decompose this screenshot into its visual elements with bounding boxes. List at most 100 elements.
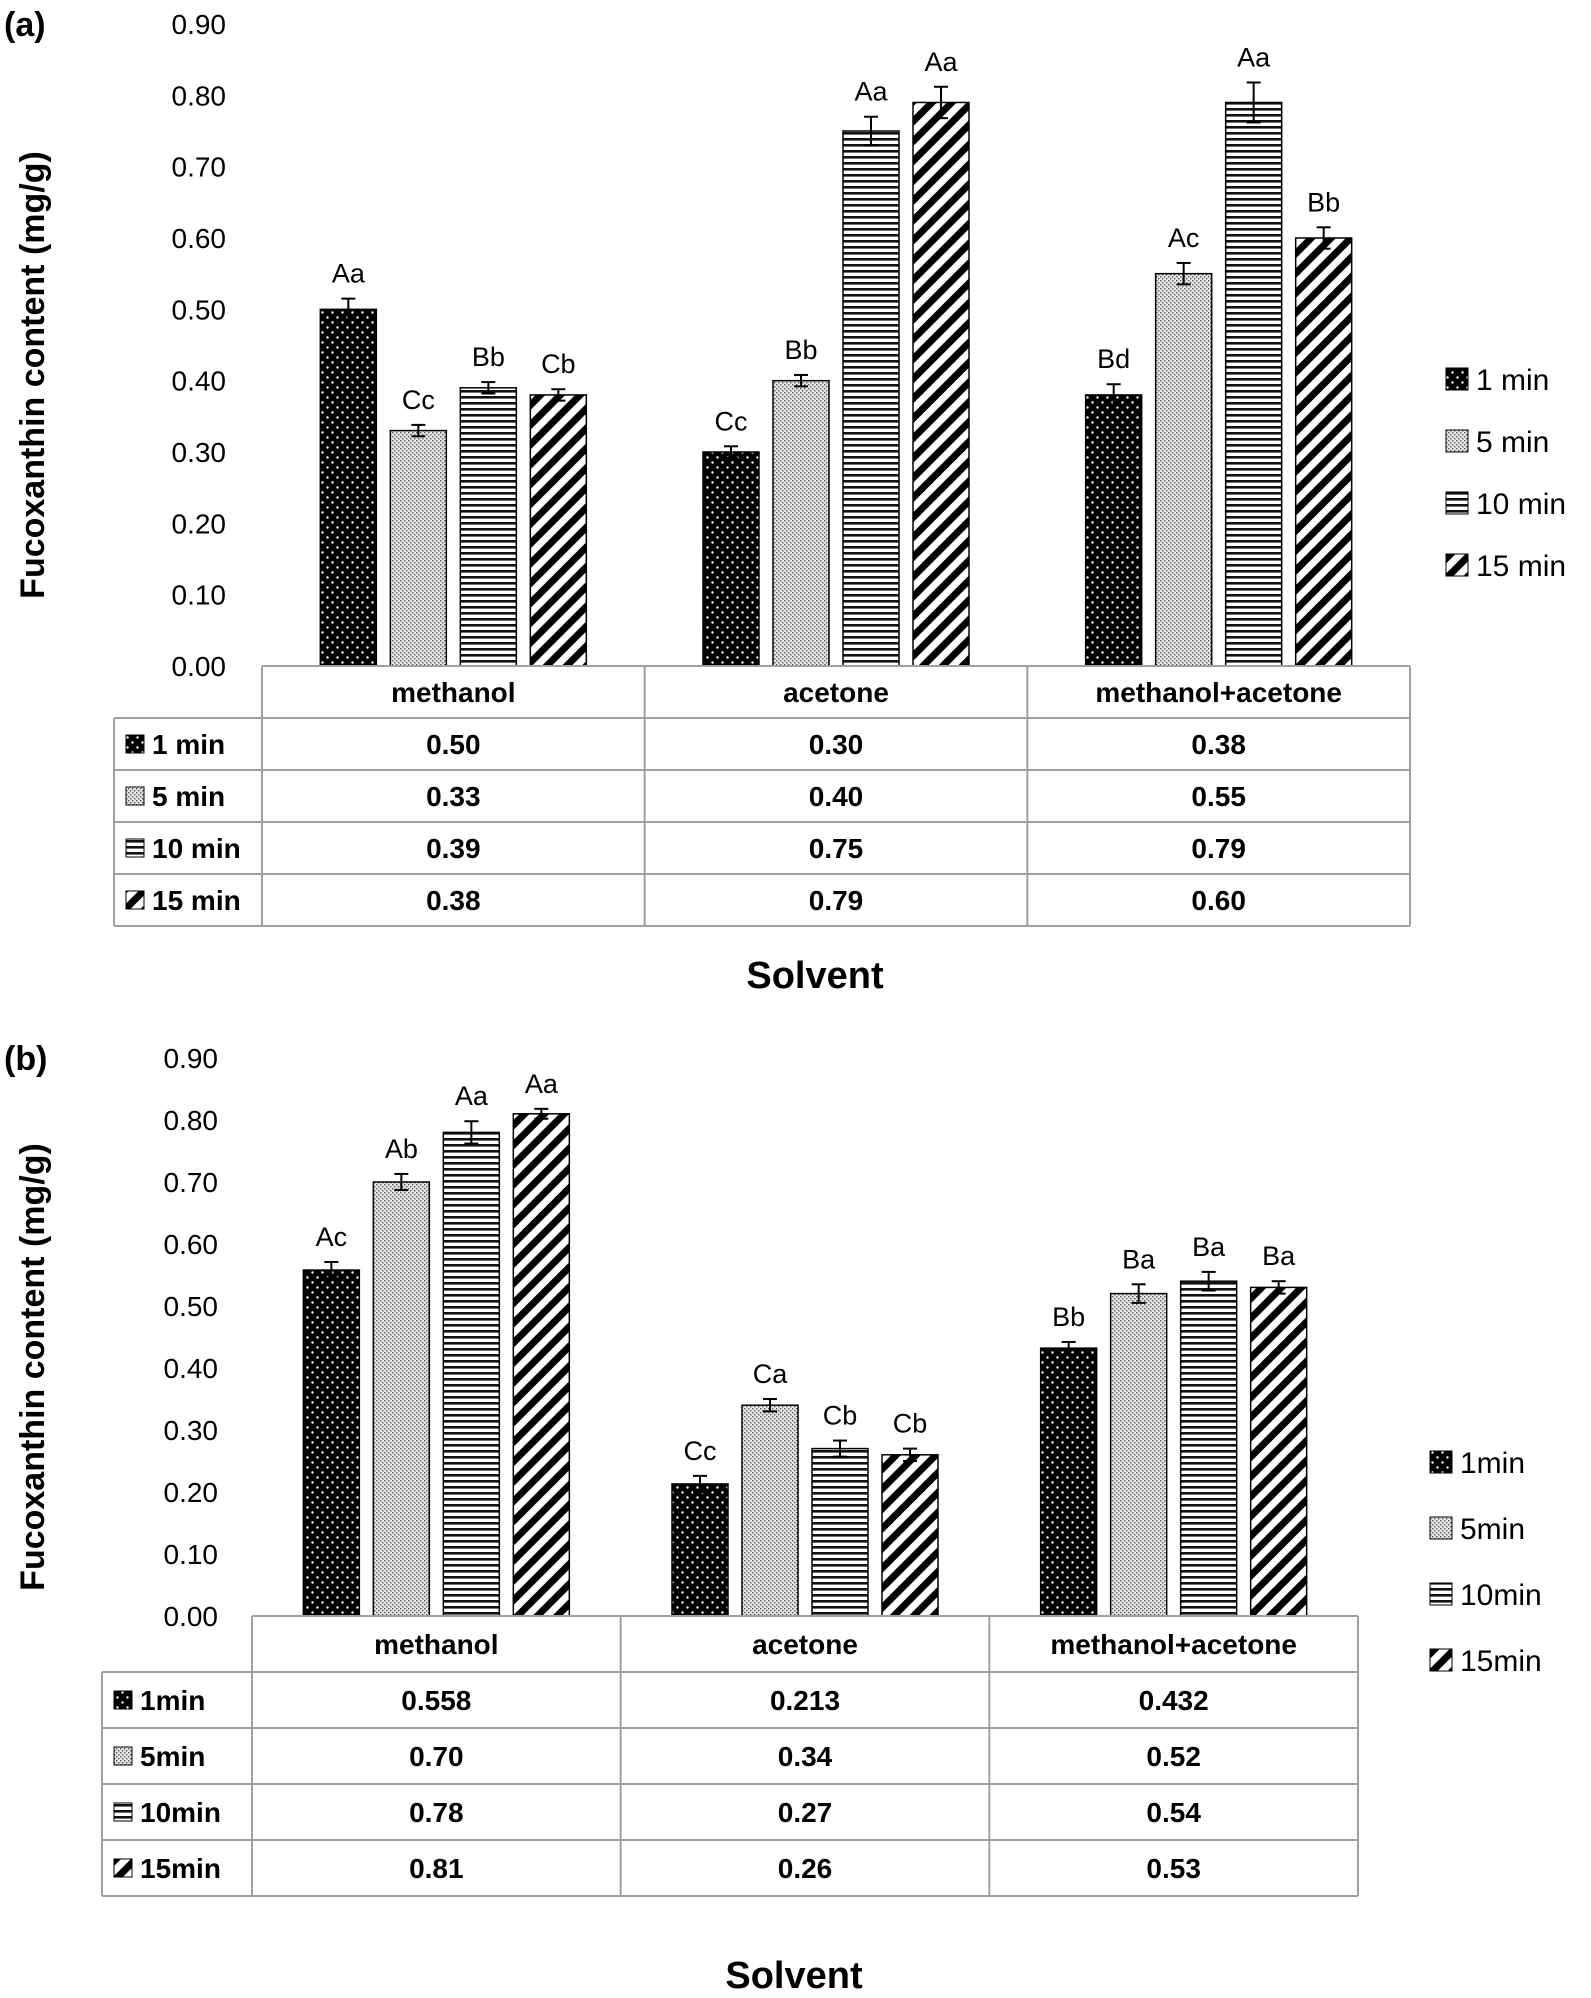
y-tick-label: 0.70	[172, 152, 227, 183]
legend-label: 10min	[1460, 1579, 1542, 1612]
table-cell: 0.40	[809, 781, 864, 812]
legend-label: 5 min	[1476, 426, 1549, 459]
table-cell: 0.81	[409, 1853, 464, 1884]
y-tick-label: 0.20	[172, 508, 227, 539]
y-tick-label: 0.50	[164, 1291, 219, 1322]
y-tick-label: 0.30	[164, 1415, 219, 1446]
table-cell: 0.38	[426, 885, 481, 916]
y-axis-label: Fucoxanthin content (mg/g)	[14, 1143, 52, 1591]
table-series-label: 10min	[140, 1797, 221, 1828]
y-tick-label: 0.40	[164, 1353, 219, 1384]
bar	[319, 308, 378, 667]
bar	[1039, 1347, 1098, 1617]
y-tick-label: 0.90	[164, 1043, 219, 1074]
significance-label: Ba	[1122, 1244, 1156, 1274]
significance-label: Aa	[1237, 42, 1271, 72]
significance-label: Cc	[402, 385, 435, 415]
bar	[1179, 1280, 1238, 1617]
category-label: methanol	[391, 677, 515, 708]
table-cell: 0.26	[778, 1853, 833, 1884]
significance-label: Aa	[924, 47, 958, 77]
legend-label: 10 min	[1476, 488, 1566, 521]
bar	[671, 1483, 729, 1617]
x-axis-label: Solvent	[725, 1955, 863, 1997]
table-cell: 0.75	[809, 833, 864, 864]
table-cell: 0.27	[778, 1797, 833, 1828]
chart-panel-a: (a) Fucoxanthin content (mg/g) 0.00 0.10 0.2…	[4, 6, 1566, 997]
table-series-label: 10 min	[152, 833, 241, 864]
significance-label: Bb	[472, 342, 505, 372]
significance-label: Bd	[1097, 344, 1130, 374]
legend-label: 1 min	[1476, 364, 1549, 397]
table-cell: 0.39	[426, 833, 481, 864]
y-tick-label: 0.50	[172, 294, 227, 325]
y-tick-label: 0.10	[164, 1539, 219, 1570]
bar	[529, 394, 588, 667]
table-cell: 0.38	[1191, 729, 1246, 760]
significance-label: Aa	[455, 1081, 489, 1111]
category-label: acetone	[783, 677, 889, 708]
bar	[702, 451, 760, 667]
y-tick-label: 0.00	[172, 651, 227, 682]
table-cell: 0.213	[770, 1685, 840, 1716]
legend-label: 1min	[1460, 1447, 1525, 1480]
bar	[512, 1113, 571, 1617]
bar	[1249, 1286, 1308, 1617]
bar	[459, 387, 518, 667]
y-tick-label: 0.30	[172, 437, 227, 468]
table-cell: 0.53	[1146, 1853, 1201, 1884]
table-cell: 0.50	[426, 729, 481, 760]
category-label: methanol+acetone	[1095, 677, 1342, 708]
significance-label: Bb	[1052, 1302, 1085, 1332]
significance-label: Bb	[1307, 187, 1340, 217]
table-legend-key	[113, 1858, 133, 1878]
table-cell: 0.55	[1191, 781, 1246, 812]
table-cell: 0.70	[409, 1741, 464, 1772]
y-axis-label: Fucoxanthin content (mg/g)	[14, 151, 52, 599]
significance-label: Bb	[784, 335, 817, 365]
table-cell: 0.34	[778, 1741, 833, 1772]
significance-label: Cb	[823, 1401, 858, 1431]
legend-key	[1445, 429, 1469, 453]
significance-label: Aa	[854, 77, 888, 107]
chart-a-svg: (a) Fucoxanthin content (mg/g) 0.00 0.10 0.2…	[4, 6, 1566, 997]
y-tick-label: 0.20	[164, 1477, 219, 1508]
significance-label: Ac	[1168, 223, 1200, 253]
bar	[811, 1447, 869, 1617]
table-series-label: 5min	[140, 1741, 205, 1772]
bar	[372, 1181, 431, 1617]
y-tick-label: 0.10	[172, 580, 227, 611]
significance-label: Ab	[385, 1134, 418, 1164]
table-cell: 0.54	[1146, 1797, 1201, 1828]
y-tick-label: 0.00	[164, 1601, 219, 1632]
legend-key	[1429, 1648, 1453, 1672]
table-cell: 0.33	[426, 781, 481, 812]
y-tick-label: 0.80	[164, 1105, 219, 1136]
significance-label: Cb	[893, 1409, 928, 1439]
legend-label: 15 min	[1476, 550, 1566, 583]
panel-label: (a)	[4, 6, 46, 44]
y-tick-label: 0.40	[172, 366, 227, 397]
y-tick-label: 0.60	[172, 223, 227, 254]
table-cell: 0.60	[1191, 885, 1246, 916]
bar	[912, 101, 970, 667]
legend-key	[1429, 1582, 1453, 1606]
table-cell: 0.79	[1191, 833, 1246, 864]
table-legend-key	[113, 1802, 133, 1822]
table-legend-key	[125, 786, 145, 806]
legend-key	[1429, 1450, 1453, 1474]
table-series-label: 1min	[140, 1685, 205, 1716]
bar	[1084, 394, 1143, 667]
significance-label: Cc	[684, 1436, 717, 1466]
legend-label: 5min	[1460, 1513, 1525, 1546]
table-series-label: 5 min	[152, 781, 225, 812]
table-series-label: 15 min	[152, 885, 241, 916]
bar	[1154, 272, 1213, 667]
significance-label: Aa	[525, 1069, 559, 1099]
table-cell: 0.52	[1146, 1741, 1201, 1772]
table-legend-key	[125, 890, 145, 910]
significance-label: Cc	[715, 406, 748, 436]
significance-label: Ac	[316, 1222, 348, 1252]
significance-label: Ca	[753, 1359, 788, 1389]
table-cell: 0.30	[809, 729, 864, 760]
